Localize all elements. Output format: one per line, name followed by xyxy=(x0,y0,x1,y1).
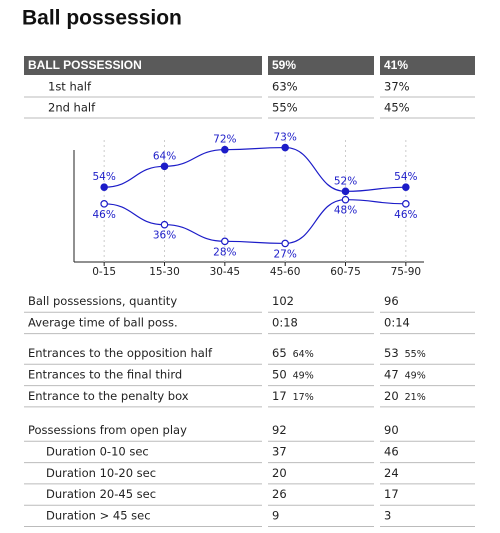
value-label: 52% xyxy=(334,175,357,187)
data-point xyxy=(100,200,108,208)
cell: 45% xyxy=(384,101,410,115)
cell: 26 xyxy=(272,487,287,501)
data-point xyxy=(281,239,289,248)
value-label: 46% xyxy=(394,209,417,221)
cell: 46 xyxy=(384,444,399,458)
cell: 1st half xyxy=(48,80,92,94)
header-cell xyxy=(268,56,374,75)
header-text: BALL POSSESSION xyxy=(28,58,142,72)
cell: 37% xyxy=(384,80,410,94)
cell: 53 xyxy=(384,346,399,360)
cell-pct: 55% xyxy=(405,349,426,360)
value-label: 54% xyxy=(92,171,115,183)
data-point xyxy=(160,220,169,229)
cell: 92 xyxy=(272,423,287,437)
row-label: Average time of ball poss. xyxy=(28,315,178,329)
cell: 37 xyxy=(272,444,287,458)
data-point xyxy=(221,237,229,246)
x-tick-label: 15-30 xyxy=(149,266,180,278)
cell-pct: 17% xyxy=(293,392,314,403)
value-label: 28% xyxy=(213,246,236,258)
x-tick-label: 30-45 xyxy=(210,266,241,278)
cell: 20 xyxy=(384,389,399,403)
row-label: Ball possessions, quantity xyxy=(28,294,177,308)
value-label: 54% xyxy=(394,171,417,183)
data-point xyxy=(341,195,350,204)
data-point xyxy=(281,143,289,152)
cell: 17 xyxy=(384,487,399,501)
cell: 3 xyxy=(384,508,391,522)
cell: 96 xyxy=(384,294,399,308)
data-point xyxy=(100,183,108,191)
series-line xyxy=(104,146,406,192)
value-label: 36% xyxy=(153,230,176,242)
cell-pct: 49% xyxy=(405,370,426,381)
row-label: Entrance to the penalty box xyxy=(28,389,189,403)
header-cell xyxy=(24,56,262,75)
cell: 65 xyxy=(272,346,287,360)
row-label: Duration 20-45 sec xyxy=(46,487,156,501)
cell: 102 xyxy=(272,294,294,308)
cell: 0:18 xyxy=(272,315,298,329)
cell: 9 xyxy=(272,508,279,522)
cell: 2nd half xyxy=(48,101,96,115)
value-label: 72% xyxy=(213,134,236,146)
value-label: 46% xyxy=(92,209,115,221)
row-label: Duration 0-10 sec xyxy=(46,444,149,458)
value-label: 64% xyxy=(153,150,176,162)
row-label: Duration > 45 sec xyxy=(46,508,151,522)
cell: 0:14 xyxy=(384,315,410,329)
header-text: 41% xyxy=(384,58,408,72)
cell: 20 xyxy=(272,466,287,480)
cell: 55% xyxy=(272,101,298,115)
cell: 47 xyxy=(384,367,399,381)
data-point xyxy=(160,162,169,171)
row-label: Duration 10-20 sec xyxy=(46,466,156,480)
row-label: Possessions from open play xyxy=(28,423,187,437)
value-label: 48% xyxy=(334,205,357,217)
x-tick-label: 75-90 xyxy=(391,266,422,278)
cell-pct: 21% xyxy=(405,392,426,403)
cell: 17 xyxy=(272,389,287,403)
cell: 63% xyxy=(272,80,298,94)
cell: 90 xyxy=(384,423,399,437)
cell-pct: 64% xyxy=(293,349,314,360)
x-tick-label: 60-75 xyxy=(330,266,361,278)
data-point xyxy=(221,145,229,154)
series-line xyxy=(104,199,406,245)
header-cell xyxy=(380,56,475,75)
x-tick-label: 45-60 xyxy=(270,266,301,278)
data-point xyxy=(341,187,350,196)
data-point xyxy=(402,183,410,191)
cell: 24 xyxy=(384,466,399,480)
cell: 50 xyxy=(272,367,287,381)
data-point xyxy=(402,200,410,208)
cell-pct: 49% xyxy=(293,370,314,381)
value-label: 73% xyxy=(273,132,296,144)
header-text: 59% xyxy=(272,58,296,72)
x-tick-label: 0-15 xyxy=(92,266,116,278)
row-label: Entrances to the final third xyxy=(28,367,182,381)
page-title: Ball possession xyxy=(22,7,182,30)
value-label: 27% xyxy=(273,248,296,260)
row-label: Entrances to the opposition half xyxy=(28,346,213,360)
